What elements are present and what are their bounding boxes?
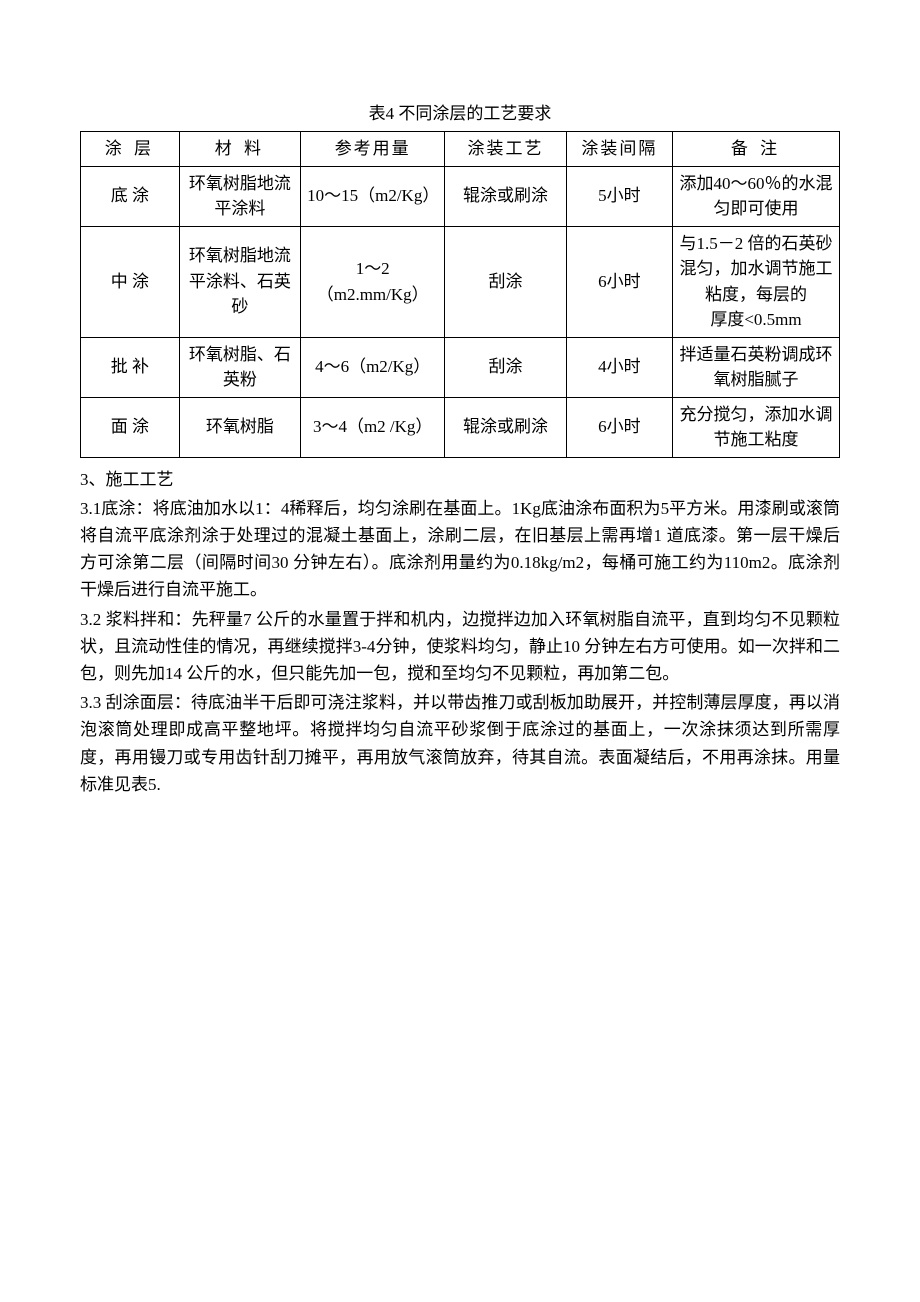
cell-note: 充分搅匀，添加水调节施工粘度 xyxy=(672,397,839,457)
cell-interval: 6小时 xyxy=(566,226,672,337)
cell-note: 与1.5－2 倍的石英砂混匀，加水调节施工粘度，每层的 厚度<0.5mm xyxy=(672,226,839,337)
cell-process: 辊涂或刷涂 xyxy=(445,166,566,226)
header-usage: 参考用量 xyxy=(301,132,445,167)
header-process: 涂装工艺 xyxy=(445,132,566,167)
cell-usage: 10～15（m2/Kg） xyxy=(301,166,445,226)
cell-layer: 中 涂 xyxy=(81,226,180,337)
cell-interval: 6小时 xyxy=(566,397,672,457)
cell-note: 添加40～60％的水混匀即可使用 xyxy=(672,166,839,226)
table-header-row: 涂 层 材 料 参考用量 涂装工艺 涂装间隔 备 注 xyxy=(81,132,840,167)
cell-process: 辊涂或刷涂 xyxy=(445,397,566,457)
cell-material: 环氧树脂 xyxy=(179,397,300,457)
table-row: 中 涂 环氧树脂地流平涂料、石英砂 1～2（m2.mm/Kg） 刮涂 6小时 与… xyxy=(81,226,840,337)
table-row: 批 补 环氧树脂、石英粉 4～6（m2/Kg） 刮涂 4小时 拌适量石英粉调成环… xyxy=(81,337,840,397)
paragraph: 3.3 刮涂面层：待底油半干后即可浇注浆料，并以带齿推刀或刮板加助展开，并控制薄… xyxy=(80,689,840,798)
cell-material: 环氧树脂地流平涂料 xyxy=(179,166,300,226)
header-interval: 涂装间隔 xyxy=(566,132,672,167)
header-layer: 涂 层 xyxy=(81,132,180,167)
cell-process: 刮涂 xyxy=(445,337,566,397)
cell-material: 环氧树脂、石英粉 xyxy=(179,337,300,397)
paragraph: 3.1底涂：将底油加水以1：4稀释后，均匀涂刷在基面上。1Kg底油涂布面积为5平… xyxy=(80,495,840,604)
table-title: 表4 不同涂层的工艺要求 xyxy=(80,100,840,127)
cell-layer: 底 涂 xyxy=(81,166,180,226)
cell-process: 刮涂 xyxy=(445,226,566,337)
process-table: 涂 层 材 料 参考用量 涂装工艺 涂装间隔 备 注 底 涂 环氧树脂地流平涂料… xyxy=(80,131,840,458)
table-body: 底 涂 环氧树脂地流平涂料 10～15（m2/Kg） 辊涂或刷涂 5小时 添加4… xyxy=(81,166,840,457)
cell-interval: 4小时 xyxy=(566,337,672,397)
table-row: 面 涂 环氧树脂 3～4（m2 /Kg） 辊涂或刷涂 6小时 充分搅匀，添加水调… xyxy=(81,397,840,457)
cell-usage: 4～6（m2/Kg） xyxy=(301,337,445,397)
cell-note: 拌适量石英粉调成环氧树脂腻子 xyxy=(672,337,839,397)
cell-layer: 批 补 xyxy=(81,337,180,397)
cell-usage: 1～2（m2.mm/Kg） xyxy=(301,226,445,337)
section-heading: 3、施工工艺 xyxy=(80,466,840,493)
cell-usage: 3～4（m2 /Kg） xyxy=(301,397,445,457)
cell-layer: 面 涂 xyxy=(81,397,180,457)
table-row: 底 涂 环氧树脂地流平涂料 10～15（m2/Kg） 辊涂或刷涂 5小时 添加4… xyxy=(81,166,840,226)
cell-interval: 5小时 xyxy=(566,166,672,226)
header-note: 备 注 xyxy=(672,132,839,167)
cell-material: 环氧树脂地流平涂料、石英砂 xyxy=(179,226,300,337)
header-material: 材 料 xyxy=(179,132,300,167)
paragraph: 3.2 浆料拌和：先秤量7 公斤的水量置于拌和机内，边搅拌边加入环氧树脂自流平，… xyxy=(80,606,840,688)
